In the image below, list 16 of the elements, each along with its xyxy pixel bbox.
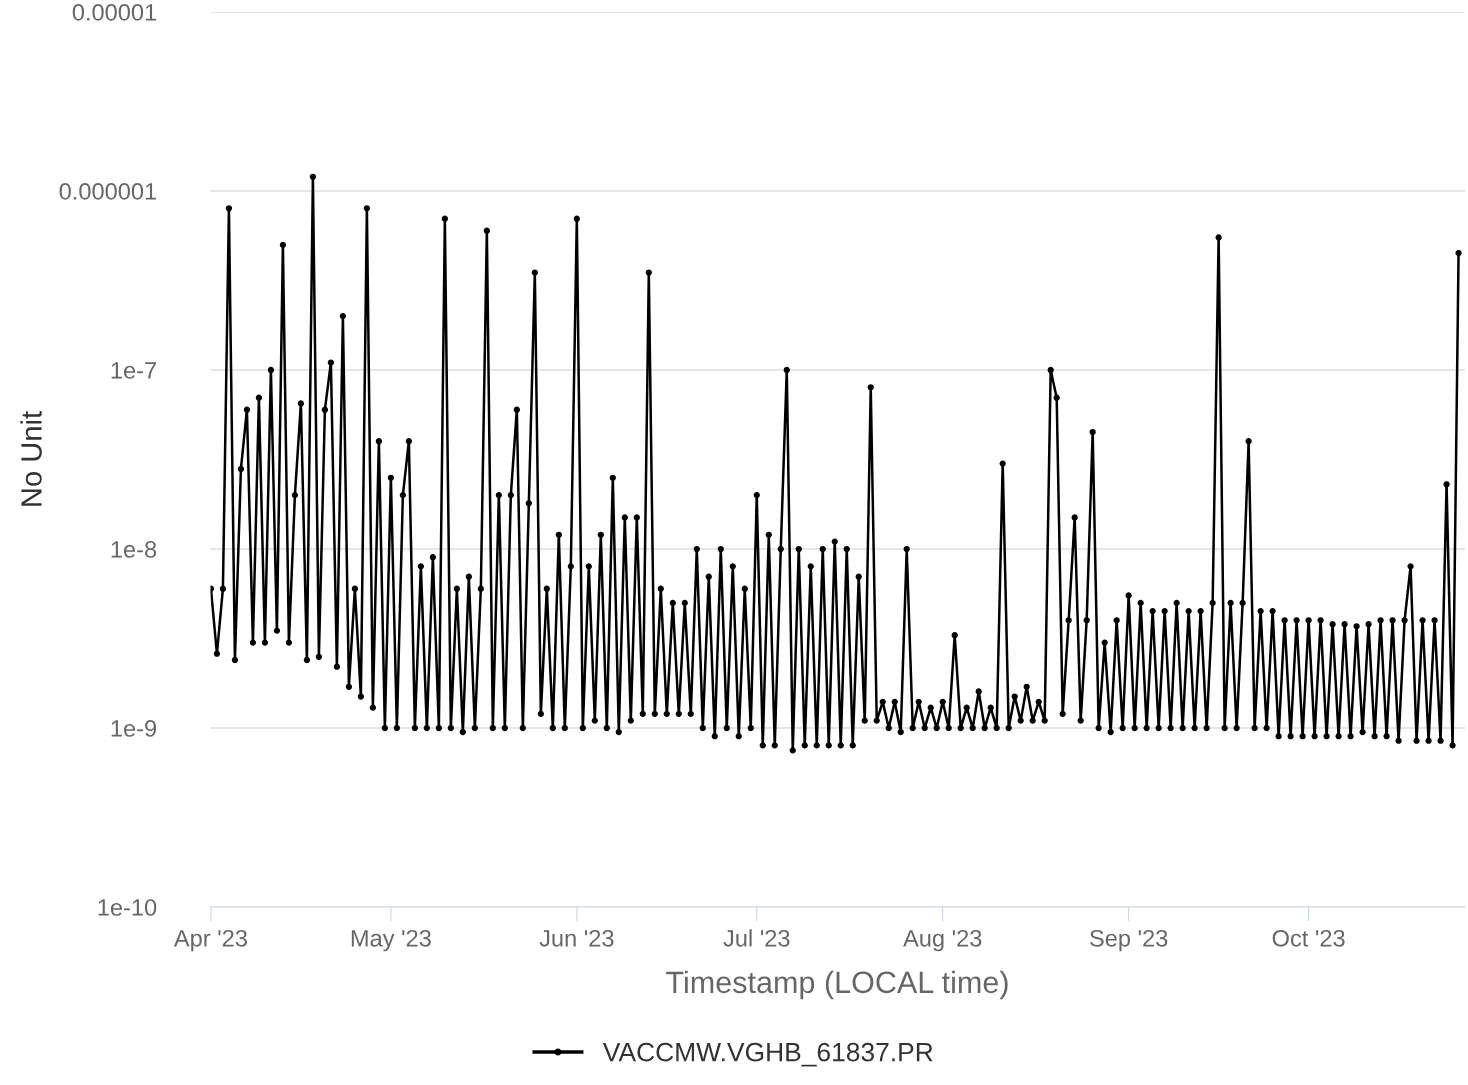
y-tick-label: 1e-7 [111,362,156,379]
x-tick-label: May '23 [351,929,431,952]
y-tick-label: 0.000001 [59,183,156,200]
x-tick-label: Aug '23 [903,929,982,952]
x-tick-label: Jun '23 [539,929,614,947]
x-tick-label: Sep '23 [1090,929,1168,952]
y-tick-label: 1e-9 [111,720,157,737]
x-tick-label: Apr '23 [173,929,247,952]
y-tick-label: 1e-10 [98,899,157,916]
y-axis-title: No Unit [20,411,42,506]
y-tick-label: 1e-8 [111,541,157,558]
x-tick-label: Jul '23 [723,929,790,947]
x-axis-title: Timestamp (LOCAL time) [666,970,1008,1000]
legend-label: VACCMW.VGHB_61837.PR [602,1042,933,1067]
y-tick-label: 0.00001 [72,4,156,21]
x-tick-label: Oct '23 [1272,929,1345,947]
